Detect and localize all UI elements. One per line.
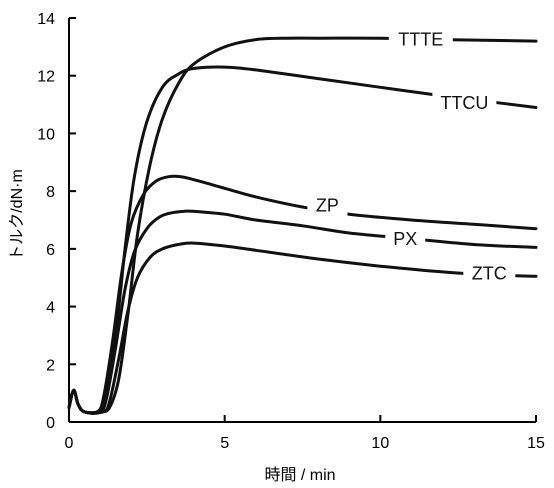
label-backdrop [463, 259, 516, 284]
label-backdrop [307, 191, 348, 216]
x-axis-title: 時間 / min [264, 466, 335, 484]
y-tick-label: 4 [46, 300, 55, 317]
series-label-ttte: TTTE [398, 30, 443, 50]
series-label-ttcu: TTCU [440, 93, 488, 113]
y-axis-title: トルク/dN·m [8, 169, 26, 261]
series-line-zp [67, 174, 538, 415]
y-tick-label: 2 [46, 357, 55, 374]
x-tick-label: 5 [220, 435, 229, 452]
x-tick-label: 0 [65, 435, 74, 452]
x-tick-label: 15 [527, 435, 545, 452]
series [67, 36, 538, 415]
y-tick-label: 12 [37, 69, 55, 86]
x-tick-label: 10 [371, 435, 389, 452]
series-label-ztc: ZTC [472, 263, 507, 283]
series-label-zp: ZP [316, 196, 339, 216]
ticks: 0 2 4 6 8 10 12 14 0 5 10 15 [37, 11, 545, 452]
y-tick-label: 14 [37, 11, 55, 28]
y-tick-label: 8 [46, 184, 55, 201]
series-labels: TTTE TTCU ZP PX ZTC [307, 25, 516, 284]
series-label-px: PX [393, 229, 417, 249]
label-backdrop [385, 224, 426, 249]
y-tick-label: 10 [37, 126, 55, 143]
y-tick-label: 0 [46, 415, 55, 432]
series-line-px [67, 209, 538, 415]
y-tick-label: 6 [46, 242, 55, 259]
label-backdrop [432, 89, 497, 114]
label-backdrop [388, 25, 453, 50]
series-line-ztc [67, 241, 538, 415]
axes [68, 18, 536, 423]
